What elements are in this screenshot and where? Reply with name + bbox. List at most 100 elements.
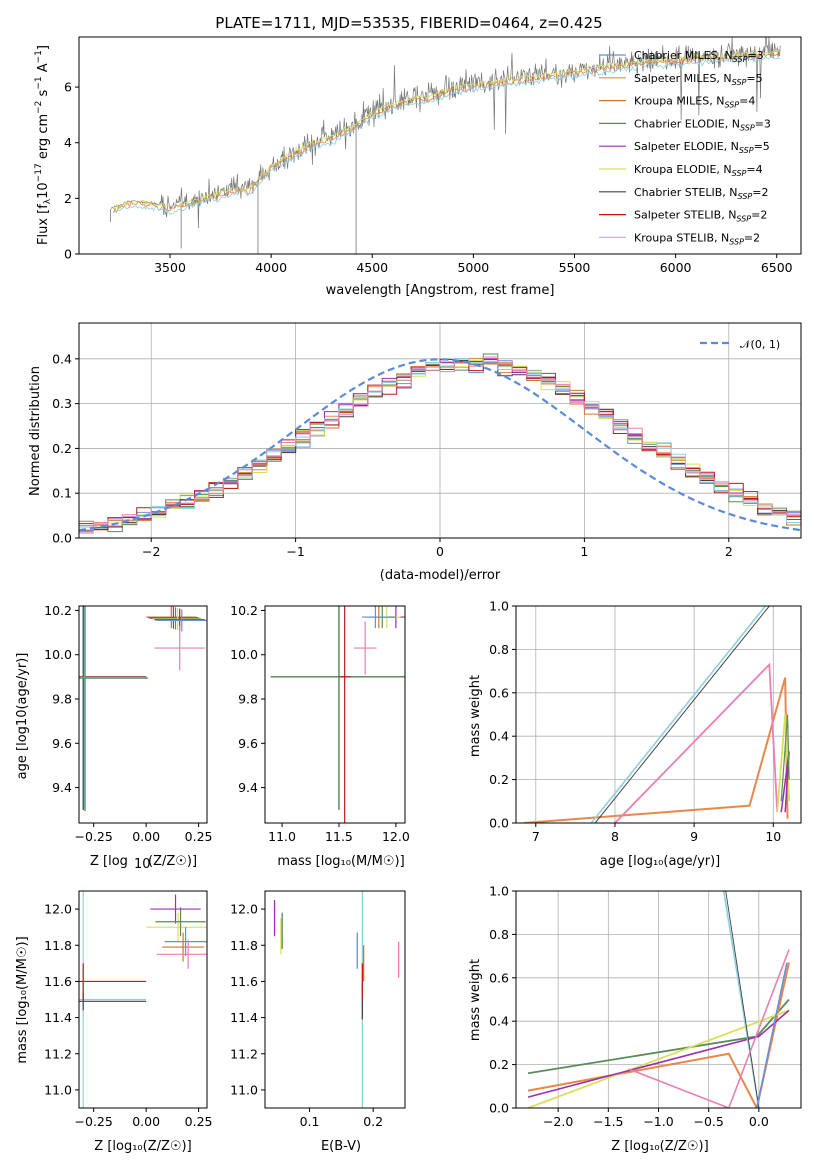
plot-area	[79, 353, 801, 535]
legend-suffix: =2	[744, 231, 760, 244]
y-tick-label: 11.6	[230, 974, 258, 989]
y-tick-label: 0.6	[489, 970, 509, 985]
legend-entry: 𝒩(0, 1)	[740, 338, 780, 351]
panel-age_vs_Z: −0.25 0.00 0.25 9.4 9.6 9.8 10.0 10.2	[44, 603, 212, 844]
y-tick-label: 0.8	[489, 642, 509, 657]
x-tick-label: 6500	[761, 260, 793, 275]
series-line	[780, 714, 790, 802]
plot-area	[270, 606, 405, 823]
x-tick-label: 7	[532, 829, 540, 844]
y-tick-label: 11.0	[44, 1082, 72, 1097]
plot-area	[273, 891, 400, 1108]
legend-suffix: =3	[747, 49, 763, 62]
x-tick-label: 4000	[255, 260, 287, 275]
y-axis-label: mass [log₁₀(M/M☉)]	[15, 936, 30, 1063]
y-tick-label: 11.8	[230, 938, 258, 953]
legend-suffix: =2	[752, 186, 768, 199]
y-tick-label: 9.8	[238, 692, 258, 707]
x-tick-label: 2	[725, 544, 733, 559]
y-tick-label: 11.8	[44, 938, 72, 953]
x-axis-label: (data-model)/error	[380, 568, 501, 583]
y-tick-label: 0.2	[489, 1057, 509, 1072]
y-tick-label: 0.4	[52, 351, 72, 366]
axes-frame	[78, 890, 208, 1109]
x-tick-label: 0.1	[300, 1114, 320, 1129]
y-tick-label: 0.2	[52, 441, 72, 456]
legend-subscript: SSP	[729, 237, 744, 246]
y-tick-label: 4	[64, 135, 72, 150]
legend-suffix: =4	[746, 163, 762, 176]
x-axis-label: Z [log₁₀(Z/Z☉)]	[611, 1139, 708, 1154]
legend-entry: Chabrier ELODIE, NSSP=3	[634, 117, 771, 132]
x-tick-label: 11.5	[325, 829, 353, 844]
y-tick-label: 10.0	[44, 647, 72, 662]
y-tick-label: 11.2	[230, 1046, 258, 1061]
x-tick-label: 3500	[154, 260, 186, 275]
series-line	[614, 662, 779, 823]
x-tick-label: −1.0	[643, 1114, 673, 1129]
legend-suffix: =5	[754, 140, 770, 153]
plot-area	[527, 891, 790, 1108]
legend-subscript: SSP	[724, 101, 739, 110]
series-line	[523, 677, 789, 823]
axes-frame	[78, 36, 802, 255]
x-tick-label: 0.00	[132, 829, 160, 844]
legend-subscript: SSP	[733, 55, 748, 64]
x-tick-label: −0.25	[75, 829, 113, 844]
x-tick-label: 6000	[660, 260, 692, 275]
x-tick-label: 0.0	[749, 1114, 769, 1129]
x-tick-label: 4500	[356, 260, 388, 275]
y-tick-label: 9.6	[238, 736, 258, 751]
y-tick-label: 6	[64, 80, 72, 95]
x-tick-label: 9	[690, 829, 698, 844]
y-tick-label: 9.6	[52, 736, 72, 751]
x-axis-label: (Z/Z☉)]	[148, 854, 197, 869]
x-tick-label: −0.5	[693, 1114, 723, 1129]
x-tick-label: −0.25	[75, 1114, 113, 1129]
panel-mass_vs_EBV: 0.1 0.2 11.0 11.2 11.4 11.6 11.8 12.0	[230, 890, 406, 1129]
legend-entry: Kroupa ELODIE, NSSP=4	[634, 163, 763, 178]
y-tick-label: 10.0	[230, 647, 258, 662]
histogram-series	[79, 356, 801, 531]
panel-residuals: −2 −1 0 1 2 0.0 0.1 0.2 0.3 0.4	[52, 322, 802, 559]
y-tick-label: 12.0	[230, 902, 258, 917]
x-tick-label: 1	[580, 544, 588, 559]
panel-mass_vs_Z: −0.25 0.00 0.25 11.0 11.2 11.4 11.6 11.8 12.0	[44, 890, 213, 1129]
x-axis-label: age [log₁₀(age/yr)]	[600, 854, 721, 869]
y-tick-label: 11.4	[44, 1010, 72, 1025]
y-tick-label: 0	[64, 247, 72, 262]
legend-subscript: SSP	[738, 192, 753, 201]
y-axis-label: Flux [fλ10−17 erg cm−2 s−1 A−1]	[34, 45, 53, 245]
x-tick-label: −1.5	[593, 1114, 623, 1129]
legend-subscript: SSP	[732, 78, 747, 87]
axes-frame	[264, 890, 406, 1109]
legend-subscript: SSP	[740, 123, 755, 132]
y-tick-label: 9.4	[52, 780, 72, 795]
model-spectrum	[113, 49, 780, 213]
y-tick-label: 9.8	[52, 692, 72, 707]
x-tick-label: 0.00	[132, 1114, 160, 1129]
y-tick-label: 12.0	[44, 902, 72, 917]
x-axis-label: mass [log₁₀(M/M☉)]	[277, 854, 404, 869]
y-tick-label: 0.4	[489, 729, 509, 744]
y-tick-label: 0.4	[489, 1014, 509, 1029]
y-tick-label: 0.0	[489, 1101, 509, 1116]
legend-entry: Kroupa MILES, NSSP=4	[634, 95, 755, 110]
legend: Chabrier MILES, NSSP=3 Salpeter MILES, NS…	[599, 49, 771, 246]
legend-suffix: =3	[755, 117, 771, 130]
x-axis-label: Z [log	[90, 854, 128, 869]
panel-age_vs_mass: 11.0 11.5 12.0 9.4 9.6 9.8 10.0 10.2	[230, 603, 410, 844]
axes-frame	[78, 322, 802, 539]
x-tick-label: 0.2	[363, 1114, 383, 1129]
panel-mw_vs_Z: −2.0 −1.5 −1.0 −0.5 0.0 0.0 0.2 0.4 0.6 0.8 1.0	[489, 884, 802, 1129]
series-line	[590, 606, 766, 823]
axes-frame	[264, 605, 406, 824]
x-tick-label: 0	[436, 544, 444, 559]
series-line	[527, 1009, 790, 1098]
y-tick-label: 0.6	[489, 685, 509, 700]
data-spectrum	[111, 37, 781, 229]
x-tick-label: 5000	[457, 260, 489, 275]
y-tick-label: 10.2	[230, 603, 258, 618]
y-tick-label: 0.8	[489, 927, 509, 942]
